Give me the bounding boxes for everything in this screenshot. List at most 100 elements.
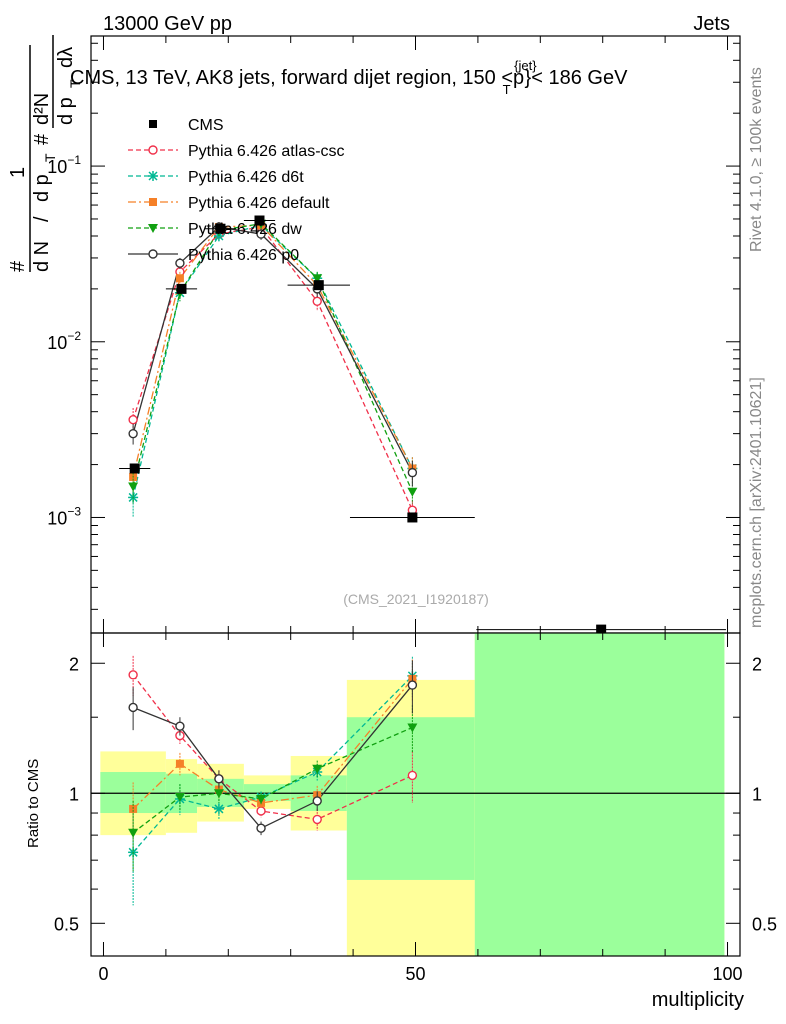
ylabel-dN: d N <box>31 241 53 272</box>
ratio-ytick-label-right: 2 <box>752 654 762 674</box>
header-left: 13000 GeV pp <box>103 13 232 35</box>
ratio-ytick-label-right: 1 <box>752 784 762 804</box>
ylabel-dpT: d p <box>31 174 53 202</box>
ratio-series-lines <box>132 674 413 853</box>
main-ytick-label: 10−2 <box>47 329 81 353</box>
ratio-point-p0 <box>128 702 138 713</box>
legend-marker-dw <box>148 224 158 233</box>
ratio-point-p0 <box>312 796 322 806</box>
ylabel-dpTdl: d p <box>55 97 77 125</box>
ratio-bands <box>91 633 740 956</box>
ratio-line-p0 <box>132 684 413 830</box>
main-axes: 10−1 10−2 10−3 <box>47 36 740 633</box>
legend-marker-default <box>149 198 157 206</box>
ratio-point-atlas_csc <box>312 814 322 825</box>
legend-marker-atlas_csc <box>148 145 158 155</box>
main-line-atlas_csc <box>132 226 413 511</box>
ratio-point-d6t <box>213 803 224 814</box>
ratio-point-atlas_csc <box>407 770 418 781</box>
legend-label-dw: Pythia 6.426 dw <box>188 221 302 238</box>
ratio-point-dw <box>407 723 418 733</box>
main-line-default <box>132 224 413 478</box>
main-line-p0 <box>132 226 413 473</box>
side-label-rivet: Rivet 4.1.0, ≥ 100k events <box>748 67 765 252</box>
ylabel-hash2: # <box>31 133 53 145</box>
main-point-atlas_csc <box>312 296 322 306</box>
legend-label-d6t: Pythia 6.426 d6t <box>188 169 304 186</box>
ratio-point-p0 <box>175 721 185 731</box>
x-tick-label: 100 <box>712 964 742 984</box>
header-right: Jets <box>693 13 730 35</box>
ratio-band-green <box>474 633 725 956</box>
side-label-mcplots: mcplots.cern.ch [arXiv:2401.10621] <box>748 377 765 628</box>
ratio-ytick-label: 0.5 <box>54 914 79 934</box>
main-point-dw <box>312 274 323 284</box>
ratio-data-points <box>128 655 418 906</box>
ylabel-hash: # <box>7 260 29 272</box>
cms-point <box>176 283 187 294</box>
x-axis-label: multiplicity <box>652 989 744 1011</box>
ylabel-d2N: d²N <box>31 93 53 125</box>
ratio-line-atlas_csc <box>132 674 413 821</box>
ratio-ytick-label: 2 <box>69 654 79 674</box>
legend-marker-d6t <box>148 171 158 181</box>
ratio-point-p0 <box>256 823 266 833</box>
legend-label-cms: CMS <box>188 117 224 134</box>
main-point-default <box>175 274 184 283</box>
x-tick-label: 50 <box>405 964 425 984</box>
ratio-point-default <box>175 759 184 768</box>
plot-title: CMS, 13 TeV, AK8 jets, forward dijet reg… <box>70 58 628 97</box>
ratio-point-dw <box>174 793 185 803</box>
legend-label-atlas_csc: Pythia 6.426 atlas-csc <box>188 143 345 160</box>
cms-point <box>596 624 607 635</box>
ratio-point-dw <box>213 789 224 799</box>
cms-point <box>215 223 226 234</box>
main-point-dw <box>128 482 139 492</box>
main-series-lines <box>132 223 413 511</box>
main-ylabel: 1 # d N / d p T # d²N d p T dλ <box>7 35 83 272</box>
ylabel-dl: dλ <box>55 47 77 68</box>
main-point-dw <box>407 487 418 497</box>
main-data-points <box>119 215 726 635</box>
cms-point <box>129 463 140 474</box>
ratio-line-d6t <box>132 675 413 853</box>
ratio-point-p0 <box>214 774 224 784</box>
cms-point <box>254 215 265 226</box>
legend-marker-cms <box>149 120 157 128</box>
main-point-p0 <box>256 229 266 239</box>
ratio-axes: 0.5 0.5 1 1 2 2 0 50 100 <box>54 633 777 984</box>
ratio-band-green <box>346 717 475 880</box>
ratio-ytick-label: 1 <box>69 784 79 804</box>
ylabel-subT: T <box>42 153 58 162</box>
main-point-p0 <box>407 467 418 478</box>
main-ytick-label: 10−3 <box>47 504 81 528</box>
legend-marker-p0 <box>148 249 158 259</box>
x-tick-label: 0 <box>98 964 108 984</box>
main-line-dw <box>132 223 413 493</box>
legend: CMS Pythia 6.426 atlas-csc Pythia 6.426 d6… <box>128 117 345 264</box>
analysis-watermark: (CMS_2021_I1920187) <box>343 591 489 607</box>
main-point-p0 <box>175 258 185 268</box>
ratio-point-dw <box>312 764 323 774</box>
ylabel-one: 1 <box>7 167 29 178</box>
cms-point <box>313 280 324 291</box>
ratio-point-dw <box>128 828 139 838</box>
legend-label-default: Pythia 6.426 default <box>188 195 330 212</box>
ratio-line-dw <box>132 726 413 834</box>
ratio-point-atlas_csc <box>128 670 138 680</box>
legend-label-p0: Pythia 6.426 p0 <box>188 247 299 264</box>
ratio-ylabel: Ratio to CMS <box>25 759 42 848</box>
ratio-point-atlas_csc <box>256 806 266 816</box>
ratio-line-default <box>132 678 413 810</box>
ratio-ytick-label-right: 0.5 <box>752 914 777 934</box>
main-line-d6t <box>132 224 413 498</box>
main-ytick-label: 10−1 <box>47 153 81 177</box>
main-point-atlas_csc <box>128 415 138 425</box>
ylabel-slash: / <box>31 216 53 222</box>
ylabel-subT2: T <box>67 79 83 88</box>
ratio-band-green <box>243 784 291 801</box>
main-point-p0 <box>128 428 138 439</box>
ratio-point-p0 <box>407 680 418 690</box>
ratio-point-dw <box>256 794 267 804</box>
